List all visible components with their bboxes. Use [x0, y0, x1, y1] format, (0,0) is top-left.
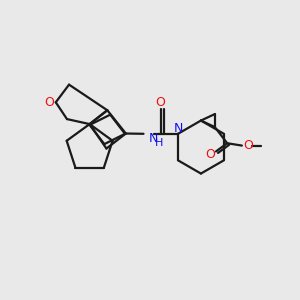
Text: O: O: [243, 139, 253, 152]
Text: N: N: [149, 132, 158, 145]
Text: O: O: [206, 148, 216, 161]
Text: H: H: [155, 138, 163, 148]
Text: O: O: [44, 96, 54, 109]
Text: N: N: [173, 122, 183, 135]
Text: O: O: [156, 96, 166, 110]
